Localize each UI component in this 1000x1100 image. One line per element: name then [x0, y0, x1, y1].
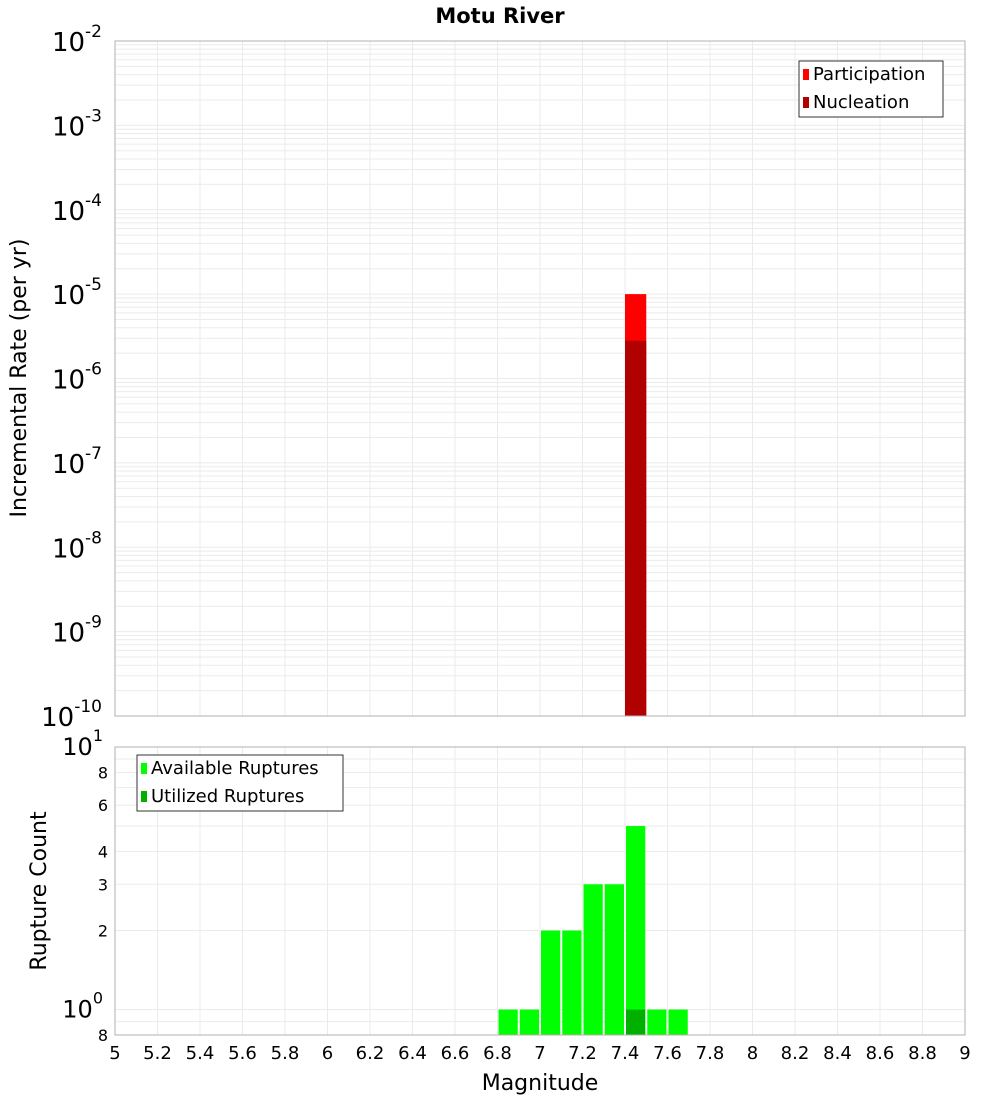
y-tick-label: 100: [62, 989, 103, 1024]
y-tick-label: 4: [98, 842, 108, 861]
y-tick-label: 10-2: [52, 22, 102, 58]
legend-swatch-utilized-ruptures: [141, 791, 147, 802]
x-tick-label: 8.8: [908, 1043, 937, 1064]
bar-available-ruptures: [519, 1009, 539, 1035]
y-tick-label: 10-6: [52, 360, 102, 396]
x-axis-label: Magnitude: [482, 1071, 599, 1096]
x-tick-label: 7.8: [696, 1043, 725, 1064]
x-tick-label: 6: [322, 1043, 333, 1064]
x-tick-label: 9: [959, 1043, 970, 1064]
y-tick-label: 10-8: [52, 528, 102, 564]
legend-label: Available Ruptures: [151, 758, 319, 779]
x-tick-label: 7.4: [611, 1043, 640, 1064]
x-tick-label: 5: [109, 1043, 120, 1064]
top-y-axis-label: Incremental Rate (per yr): [7, 239, 32, 518]
chart-title: Motu River: [435, 4, 565, 28]
x-tick-label: 8.6: [866, 1043, 895, 1064]
x-tick-label: 6.8: [483, 1043, 512, 1064]
x-tick-label: 7.2: [568, 1043, 597, 1064]
bar-available-ruptures: [583, 884, 603, 1035]
y-tick-label: 8: [98, 1026, 108, 1045]
bar-available-ruptures: [604, 884, 624, 1035]
legend-label: Nucleation: [813, 92, 909, 113]
legend-label: Participation: [813, 64, 925, 85]
bar-available-ruptures: [626, 826, 646, 1035]
legend-box: [798, 60, 944, 118]
bar-available-ruptures: [562, 930, 582, 1035]
x-tick-label: 8: [747, 1043, 758, 1064]
bar-available-ruptures: [647, 1009, 667, 1035]
bar-utilized-ruptures: [626, 1009, 646, 1035]
y-tick-label: 6: [98, 796, 108, 815]
y-tick-label: 10-3: [52, 106, 102, 142]
legend-box: [136, 754, 344, 812]
bar-nucleation: [625, 340, 647, 716]
y-tick-label: 101: [62, 726, 103, 761]
plot-area-border: [114, 40, 966, 717]
bottom-y-axis-label: Rupture Count: [27, 811, 52, 971]
y-tick-label: 3: [98, 875, 108, 894]
x-tick-label: 5.6: [228, 1043, 257, 1064]
plot-area-border: [114, 746, 966, 1036]
y-tick-label: 10-7: [52, 444, 102, 480]
bar-available-ruptures: [541, 930, 561, 1035]
y-tick-label: 10-9: [52, 613, 102, 649]
y-tick-label: 10-4: [52, 191, 102, 227]
legend-label: Utilized Ruptures: [151, 786, 304, 807]
y-tick-label: 2: [98, 922, 108, 941]
x-tick-label: 8.4: [823, 1043, 852, 1064]
y-tick-label: 10-10: [41, 697, 102, 733]
y-tick-label: 8: [98, 763, 108, 782]
x-tick-label: 6.6: [441, 1043, 470, 1064]
x-tick-label: 6.4: [398, 1043, 427, 1064]
x-tick-label: 5.8: [271, 1043, 300, 1064]
legend-swatch-available-ruptures: [141, 763, 147, 774]
x-tick-label: 5.2: [143, 1043, 172, 1064]
bar-available-ruptures: [498, 1009, 518, 1035]
legend-swatch-participation: [803, 69, 809, 80]
x-tick-label: 7: [534, 1043, 545, 1064]
x-tick-label: 6.2: [356, 1043, 385, 1064]
legend-swatch-nucleation: [803, 97, 809, 108]
y-tick-label: 10-5: [52, 275, 102, 311]
x-tick-label: 5.4: [186, 1043, 215, 1064]
bar-available-ruptures: [668, 1009, 688, 1035]
x-tick-label: 8.2: [781, 1043, 810, 1064]
x-tick-label: 7.6: [653, 1043, 682, 1064]
